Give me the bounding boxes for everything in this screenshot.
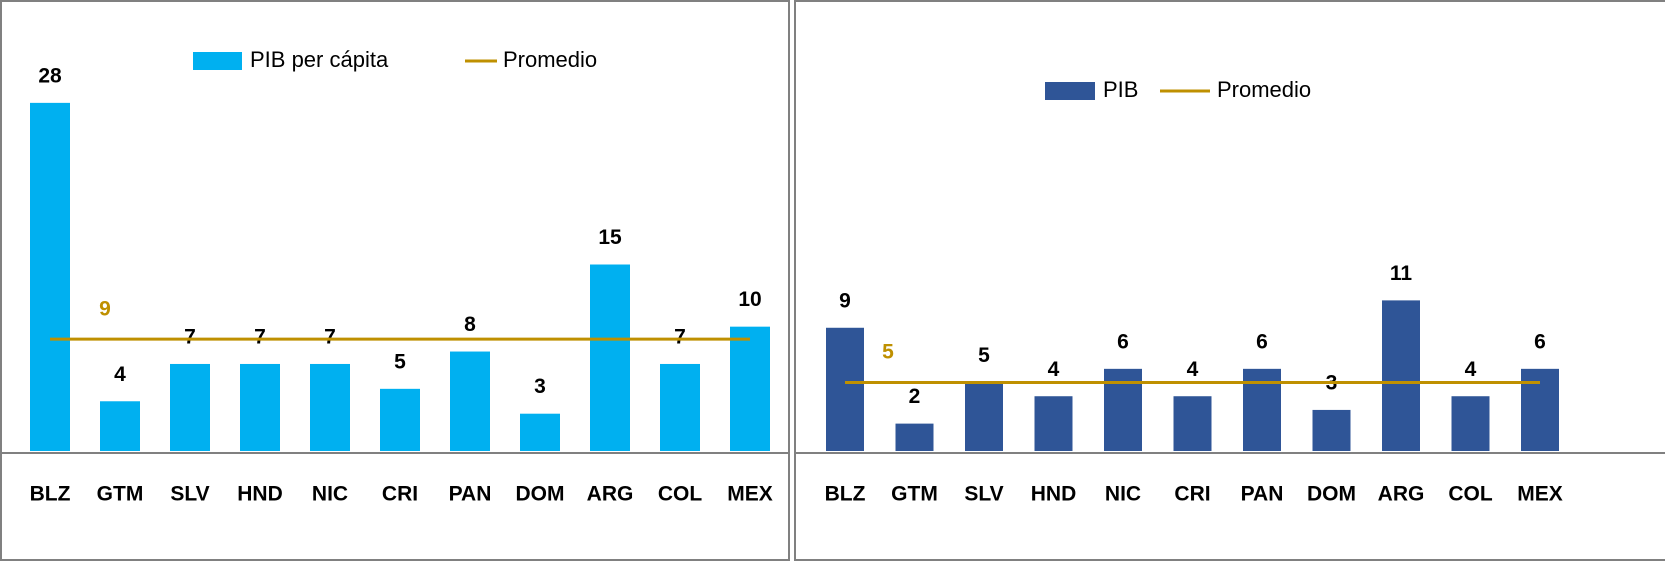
x-tick-label: MEX [727,483,773,506]
x-tick-label: ARG [587,483,634,506]
left-panel-border [0,0,790,561]
data-label: 15 [598,226,622,249]
x-tick-label: ARG [1378,483,1425,506]
bar [730,326,770,451]
bar [100,401,140,451]
x-tick-label: HND [1031,483,1077,506]
bar [1451,396,1490,451]
x-tick-label: BLZ [825,483,866,506]
data-label: 7 [184,326,196,349]
x-tick-label: NIC [1105,483,1141,506]
data-label: 6 [1534,330,1546,353]
data-label: 8 [464,313,476,336]
bar [310,363,350,451]
x-tick-label: NIC [312,483,348,506]
data-label: 6 [1256,330,1268,353]
data-label: 7 [254,326,266,349]
x-tick-label: PAN [1241,483,1284,506]
data-label: 7 [674,326,686,349]
legend-swatch [193,52,242,70]
data-label: 4 [1187,358,1199,381]
bar [450,351,490,451]
legend-label: PIB [1103,77,1138,102]
data-label: 5 [394,350,406,373]
x-tick-label: SLV [170,483,209,506]
average-label: 9 [99,298,111,321]
x-tick-label: DOM [1307,483,1356,506]
average-label: 5 [882,341,894,364]
legend-label: Promedio [1217,77,1311,102]
x-tick-label: BLZ [30,483,71,506]
x-tick-label: PAN [449,483,492,506]
x-tick-label: CRI [1174,483,1210,506]
bar [30,102,70,451]
x-tick-label: MEX [1517,483,1563,506]
bar [590,264,630,451]
x-tick-label: COL [658,483,703,506]
data-label: 3 [534,375,546,398]
bar [240,363,280,451]
x-tick-label: GTM [891,483,938,506]
legend-label: Promedio [503,47,597,72]
data-label: 9 [839,289,851,312]
data-label: 10 [738,288,761,311]
legend-label: PIB per cápita [250,47,389,72]
x-tick-label: HND [237,483,283,506]
data-label: 2 [909,385,921,408]
right-panel-border [794,0,1665,561]
x-tick-label: CRI [382,483,418,506]
data-label: 11 [1390,262,1413,285]
bar [520,413,560,451]
bar [826,327,864,451]
x-tick-label: DOM [516,483,565,506]
data-label: 4 [1465,358,1477,381]
data-label: 28 [38,64,62,87]
bar [660,363,700,451]
x-tick-label: SLV [964,483,1003,506]
data-label: 7 [324,326,336,349]
bar [1312,409,1351,451]
bar [1034,396,1073,451]
bar [965,382,1003,451]
bar [895,423,934,451]
bar [1382,300,1420,451]
x-tick-label: GTM [97,483,144,506]
data-label: 4 [114,363,126,386]
x-tick-label: COL [1448,483,1493,506]
bar [1173,396,1212,451]
bar [170,363,210,451]
bar [380,388,420,451]
data-label: 4 [1048,358,1060,381]
data-label: 6 [1117,330,1129,353]
data-label: 5 [978,344,990,367]
legend-swatch [1045,82,1095,100]
